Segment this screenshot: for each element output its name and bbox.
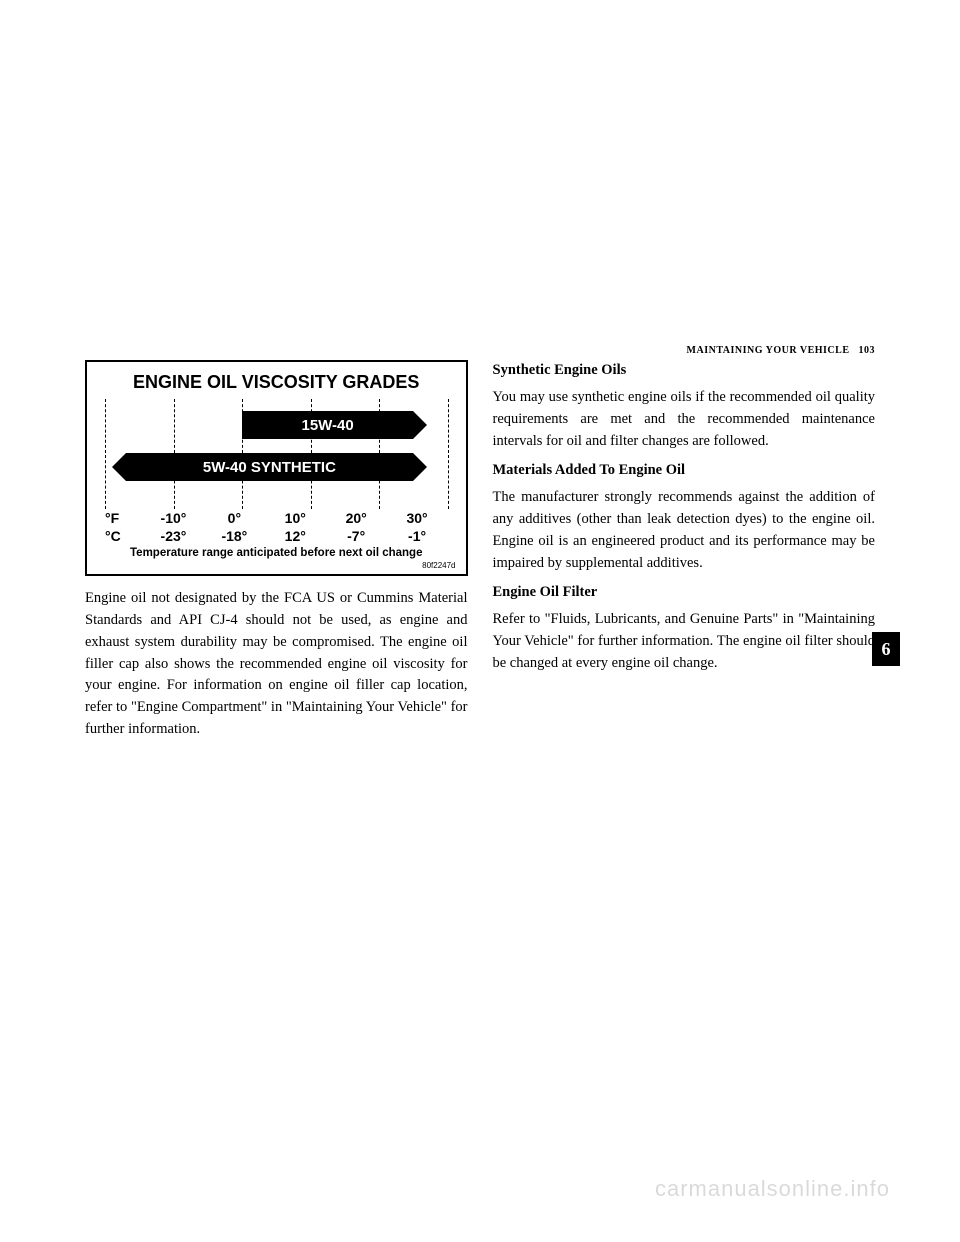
chart-code: 80f2247d bbox=[95, 561, 458, 570]
heading-filter: Engine Oil Filter bbox=[493, 584, 876, 601]
temp-value: -7° bbox=[326, 527, 387, 545]
temp-value: 20° bbox=[326, 509, 387, 527]
temp-value: -18° bbox=[204, 527, 265, 545]
right-column: Synthetic Engine Oils You may use synthe… bbox=[493, 360, 876, 751]
watermark: carmanualsonline.info bbox=[655, 1176, 890, 1202]
viscosity-chart: ENGINE OIL VISCOSITY GRADES 15W-40 5W-40 … bbox=[85, 360, 468, 576]
para-filter: Refer to "Fluids, Lubricants, and Genuin… bbox=[493, 609, 876, 674]
temp-row-f: °F-10°0°10°20°30° bbox=[105, 509, 448, 527]
page-number: 103 bbox=[859, 345, 876, 356]
para-synthetic: You may use synthetic engine oils if the… bbox=[493, 387, 876, 452]
temp-value: 12° bbox=[265, 527, 326, 545]
heading-synthetic: Synthetic Engine Oils bbox=[493, 362, 876, 379]
section-name: MAINTAINING YOUR VEHICLE bbox=[687, 345, 850, 356]
temp-value: 30° bbox=[387, 509, 448, 527]
page-header: MAINTAINING YOUR VEHICLE 103 bbox=[687, 345, 875, 356]
temp-value: 10° bbox=[265, 509, 326, 527]
content-columns: ENGINE OIL VISCOSITY GRADES 15W-40 5W-40 … bbox=[85, 360, 875, 751]
chart-caption: Temperature range anticipated before nex… bbox=[95, 547, 458, 559]
temp-value: 0° bbox=[204, 509, 265, 527]
grid-line bbox=[448, 399, 449, 509]
temp-value: -23° bbox=[143, 527, 204, 545]
chart-title: ENGINE OIL VISCOSITY GRADES bbox=[95, 372, 458, 393]
chart-area: 15W-40 5W-40 SYNTHETIC bbox=[105, 399, 448, 509]
chapter-tab: 6 bbox=[872, 632, 900, 666]
temp-unit: °F bbox=[105, 509, 143, 527]
para-materials: The manufacturer strongly recommends aga… bbox=[493, 487, 876, 574]
left-column: ENGINE OIL VISCOSITY GRADES 15W-40 5W-40 … bbox=[85, 360, 468, 751]
viscosity-bar: 15W-40 bbox=[242, 411, 413, 439]
temp-unit: °C bbox=[105, 527, 143, 545]
manual-page: MAINTAINING YOUR VEHICLE 103 ENGINE OIL … bbox=[0, 0, 960, 1242]
left-paragraph: Engine oil not designated by the FCA US … bbox=[85, 588, 468, 740]
viscosity-bar: 5W-40 SYNTHETIC bbox=[126, 453, 414, 481]
temp-value: -10° bbox=[143, 509, 204, 527]
temperature-scale: °F-10°0°10°20°30° °C-23°-18°12°-7°-1° bbox=[105, 509, 448, 545]
heading-materials: Materials Added To Engine Oil bbox=[493, 462, 876, 479]
grid-line bbox=[105, 399, 106, 509]
temp-value: -1° bbox=[387, 527, 448, 545]
temp-row-c: °C-23°-18°12°-7°-1° bbox=[105, 527, 448, 545]
